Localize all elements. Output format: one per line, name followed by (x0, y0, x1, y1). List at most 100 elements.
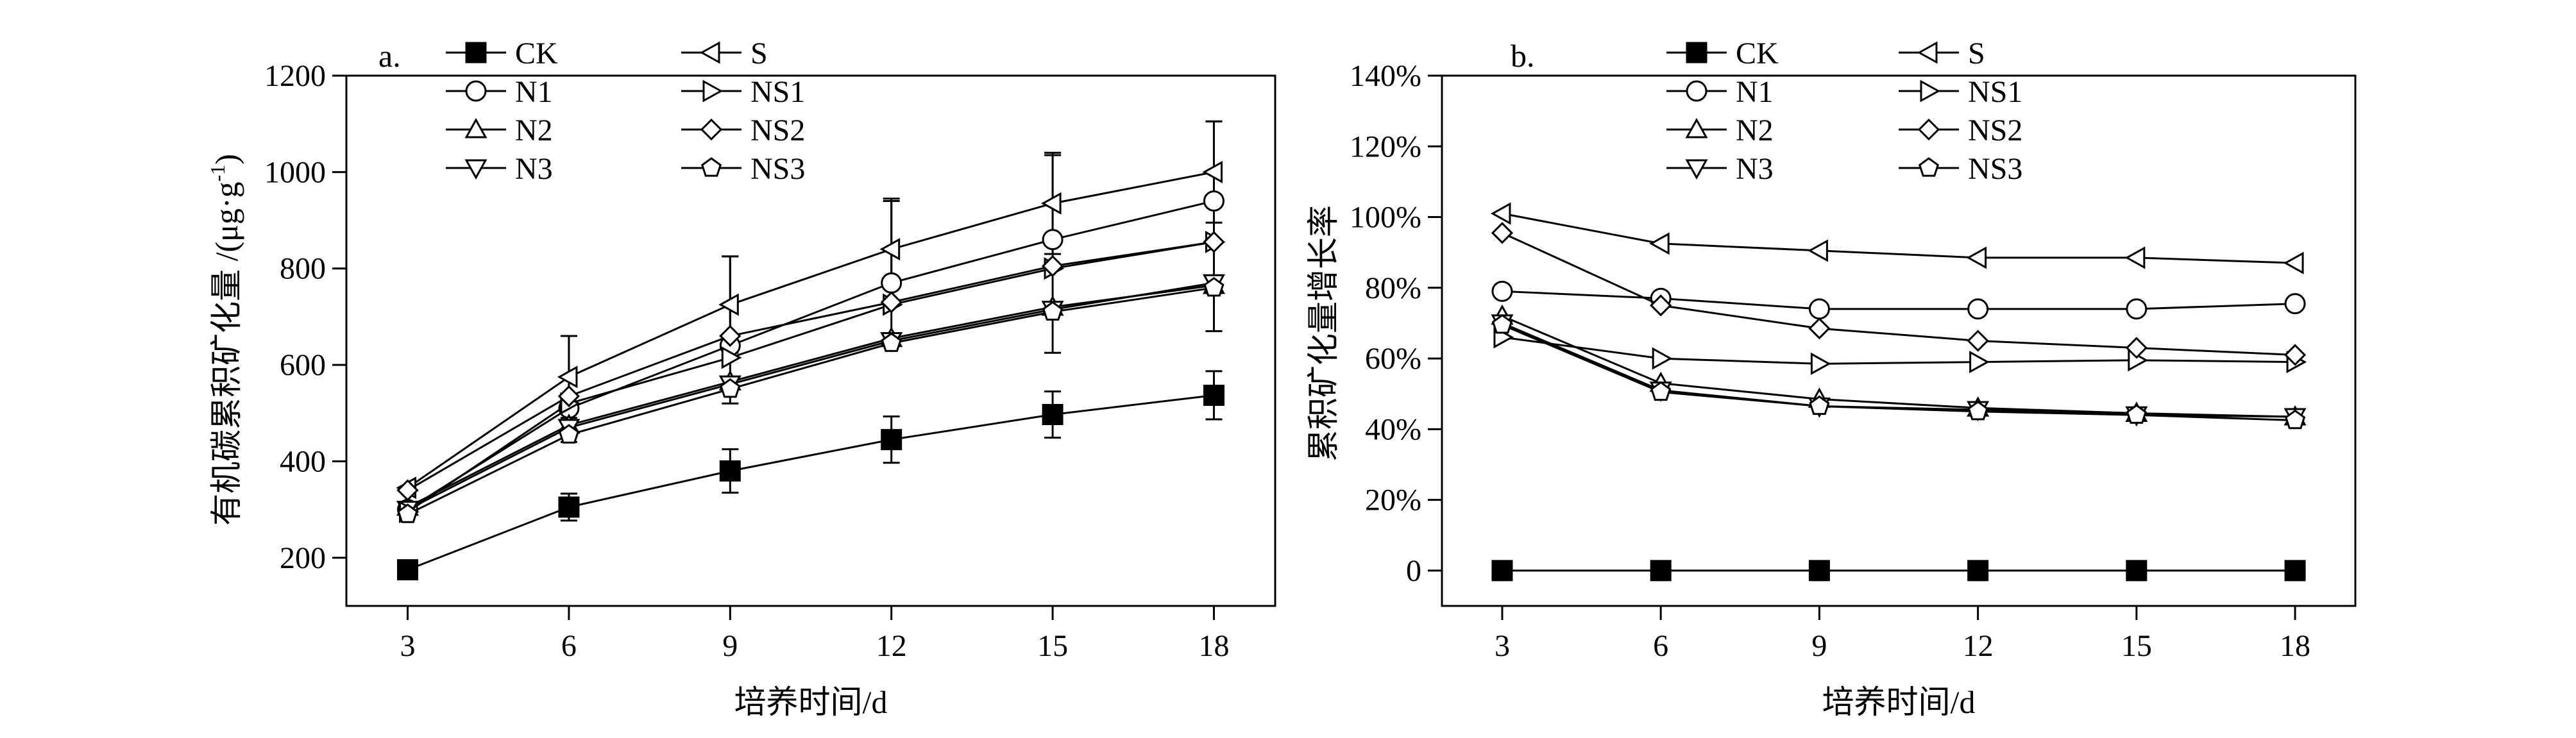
panel-a-point-s (879, 238, 901, 261)
panel-b-legend-item-n3: N3 (1666, 152, 1774, 186)
panel-b-ytick-label: 0 (1406, 554, 1421, 588)
panel-a-point-s (1040, 192, 1062, 215)
panel-a-ytick-label: 1200 (264, 59, 326, 93)
panel-a-xlabel: 培养时间/d (734, 684, 888, 720)
panel-b-legend-label: S (1968, 37, 1985, 71)
panel-a-point-s (1202, 160, 1223, 183)
panel-a-legend-marker (702, 80, 724, 103)
panel-b-legend-marker (1918, 157, 1940, 177)
panel-a-xtick-label: 18 (1198, 629, 1229, 663)
panel-a-xtick-label: 15 (1037, 629, 1068, 663)
panel-a-point-ns3 (1203, 276, 1224, 297)
panel-a-ytick-label: 400 (280, 444, 326, 478)
panel-b-point-ns3 (2126, 404, 2147, 424)
panel-a-point-ns2 (1041, 255, 1064, 278)
panel-b-legend-label: N2 (1736, 113, 1774, 147)
panel-b-line-ns2 (1502, 231, 2296, 356)
panel-a-point-ns3 (397, 503, 418, 523)
panel-a-legend-label: CK (515, 37, 558, 71)
panel-b-ytick-label: 80% (1365, 271, 1421, 305)
panel-b-legend-marker (1686, 42, 1707, 63)
panel-b-point-ns3 (1809, 395, 1830, 415)
panel-b-series-ck (1491, 560, 2306, 582)
panel-a-point-ns3 (1042, 301, 1063, 321)
panel-b-ytick-label: 20% (1365, 483, 1421, 517)
panel-b-ytick-label: 100% (1350, 201, 1421, 235)
panel-b-legend-marker (1686, 80, 1707, 102)
panel-a-point-ns3 (558, 424, 579, 444)
panel-b-legend-label: NS3 (1968, 152, 2022, 186)
panel-b-point-s (1966, 246, 1987, 269)
panel-a-series-n2 (396, 273, 1226, 516)
panel-b-legend-marker (1917, 118, 1940, 141)
panel-b-legend: CK N1 N2 N3 S NS1 NS2 NS3 (1666, 37, 2022, 186)
panel-a-line-ns3 (407, 287, 1214, 516)
panel-a-legend: CK N1 N2 N3 S NS1 NS2 NS3 (446, 37, 805, 186)
panel-a: a. 培养时间/d 有机碳累积矿化量 /(μg·g-1) 200 400 600 80… (206, 37, 1276, 720)
panel-a-series-ns2 (396, 231, 1225, 501)
panel-a-point-ns2 (719, 324, 741, 348)
panel-b-point-ns3 (1967, 400, 1988, 421)
panel-b-ytick-label: 40% (1365, 412, 1421, 446)
panel-a-point-s (557, 365, 578, 389)
panel-b-point-s (2124, 246, 2146, 269)
panel-b-legend-label: CK (1736, 37, 1779, 71)
panel-b-xtick-label: 15 (2121, 629, 2152, 663)
panel-b-point-s (2283, 251, 2304, 274)
panel-b-plot-frame (1441, 74, 2357, 607)
panel-b-point-ns2 (2284, 344, 2307, 366)
panel-a-series-s (396, 160, 1223, 499)
panel-a-ylabel: 有机碳累积矿化量 /(μg·g-1) (206, 154, 244, 526)
panel-b-point-n1 (2126, 298, 2148, 320)
panel-a-legend-item-n3: N3 (446, 152, 553, 186)
panel-b-legend-item-ns3: NS3 (1899, 152, 2022, 186)
panel-a-point-ns3 (881, 332, 902, 352)
panel-a-legend-item-s: S (681, 37, 768, 71)
panel-a-legend-label: NS2 (750, 113, 805, 147)
panel-a-legend-item-n1: N1 (446, 75, 553, 109)
panel-b-ylabel: 累积矿化量增长率 (1305, 205, 1341, 462)
panel-b: b. 培养时间/d 累积矿化量增长率 0 20% 40% 60% 80% 100% 120%… (1305, 37, 2357, 720)
panel-b-legend-label: N3 (1736, 152, 1774, 186)
panel-b-point-n1 (1808, 298, 1830, 320)
panel-b-label: b. (1511, 38, 1535, 74)
panel-a-point-ck (1042, 404, 1063, 426)
panel-a-series-ns3 (397, 276, 1224, 523)
panel-a-legend-item-ck: CK (446, 37, 558, 71)
panel-a-point-ns2 (880, 291, 902, 314)
panel-b-point-ns2 (1650, 294, 1672, 317)
panel-b-point-ck (2126, 560, 2148, 582)
panel-b-line-ns1 (1502, 336, 2296, 365)
panel-b-point-n1 (2284, 293, 2306, 315)
panel-b-legend-item-ck: CK (1666, 37, 1779, 71)
panel-a-ylabel-main: 有机碳累积矿化量 /(μg·g (208, 181, 244, 526)
panel-a-point-ck (397, 559, 419, 581)
panel-a-legend-label: S (750, 37, 768, 71)
panel-b-legend-label: NS1 (1968, 75, 2022, 109)
panel-a-legend-item-ns1: NS1 (681, 75, 805, 109)
panel-b-point-n1 (1491, 280, 1513, 302)
panel-a-ytick-label: 200 (280, 541, 326, 575)
panel-b-line-s (1502, 212, 2296, 264)
panel-a-series-n3 (396, 274, 1226, 521)
panel-a-point-ns2 (1203, 231, 1225, 253)
panel-a-plot-frame (345, 74, 1276, 607)
panel-a-xtick-label: 3 (400, 629, 416, 663)
panel-b-legend-label: NS2 (1968, 113, 2022, 147)
panel-a-line-n2 (407, 284, 1214, 508)
panel-a-point-ck (1203, 384, 1224, 406)
panel-b-series-n1 (1491, 280, 2306, 320)
panel-a-ytick-label: 1000 (264, 155, 326, 189)
panel-a-point-n1 (881, 272, 902, 294)
panel-b-point-ns1 (1969, 351, 1990, 374)
panel-a-legend-marker (465, 80, 487, 102)
panel-b-xtick-label: 3 (1495, 629, 1510, 663)
panel-b-point-ns2 (1491, 222, 1514, 244)
panel-a-legend-marker (699, 41, 720, 64)
panel-b-series-ns3 (1491, 314, 2306, 430)
panel-b-point-ns1 (1652, 347, 1673, 370)
panel-a-point-ck (881, 429, 902, 451)
panel-b-line-n2 (1502, 315, 2296, 418)
panel-b-series-ns2 (1491, 222, 2307, 366)
panel-a-legend-label: NS1 (750, 75, 805, 109)
